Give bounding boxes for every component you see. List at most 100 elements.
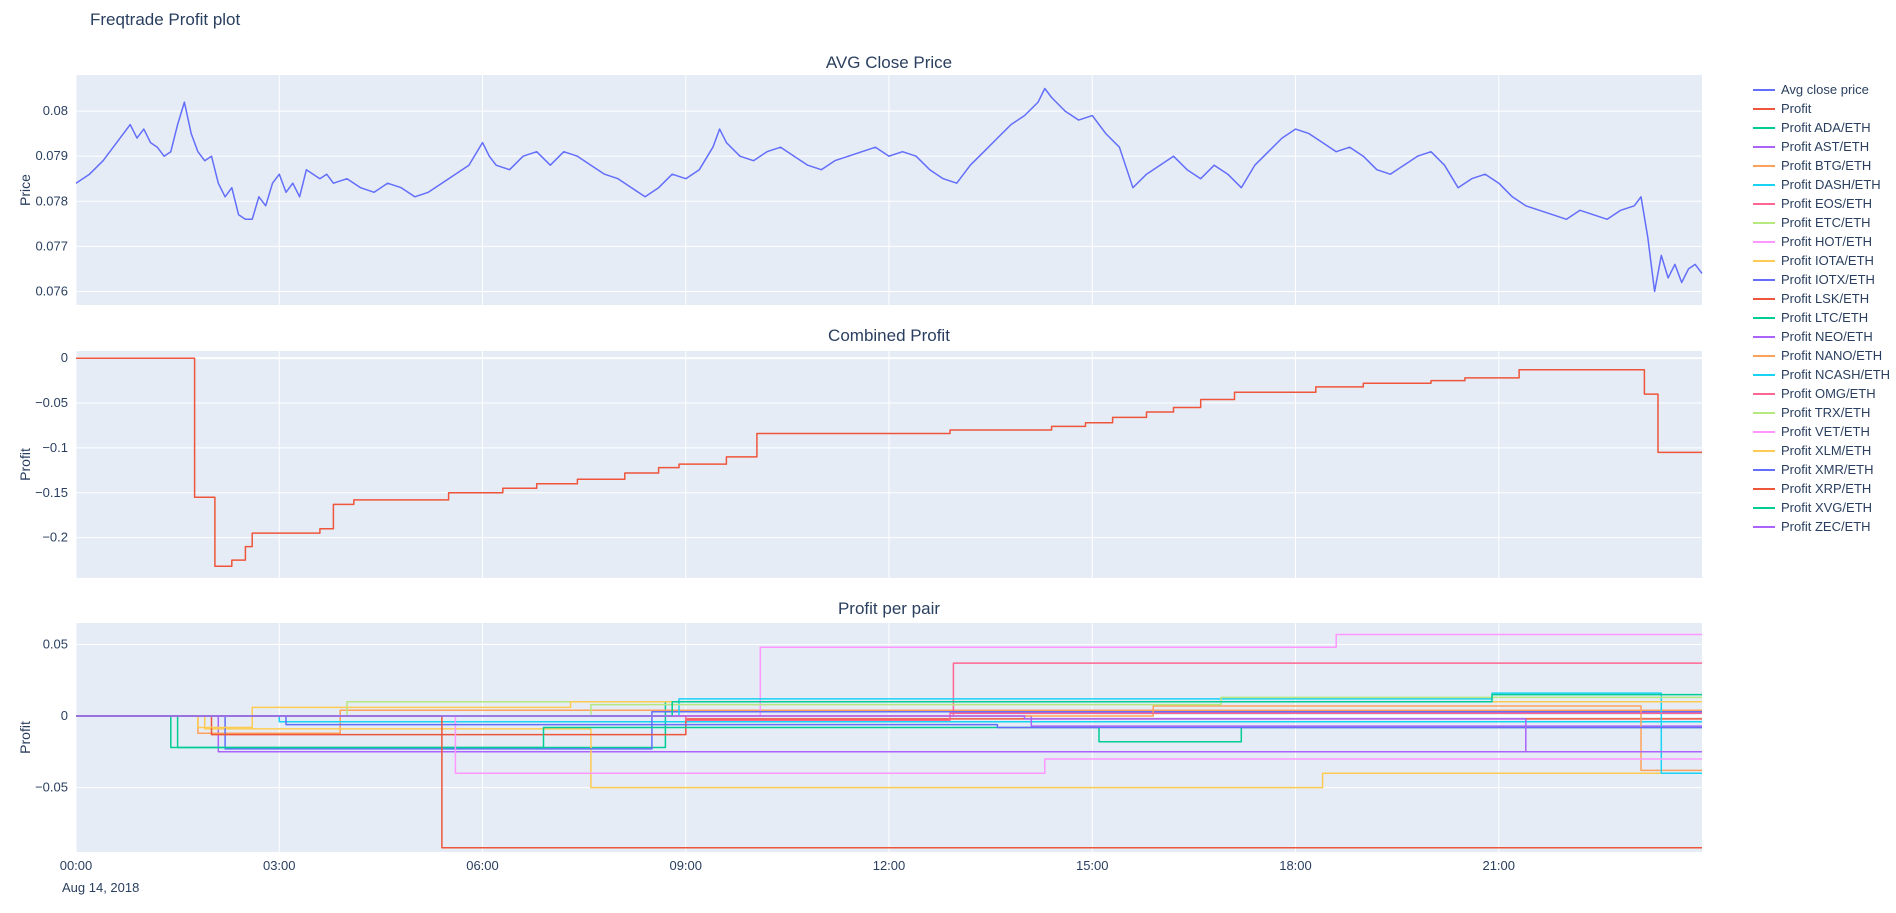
legend-swatch bbox=[1753, 525, 1775, 528]
legend-item-profit-eos-eth[interactable]: Profit EOS/ETH bbox=[1753, 194, 1890, 213]
legend-swatch bbox=[1753, 487, 1775, 490]
y-axis-title: Profit bbox=[17, 448, 33, 481]
legend-label: Profit ZEC/ETH bbox=[1781, 519, 1871, 534]
x-axis-date-label: Aug 14, 2018 bbox=[62, 880, 140, 895]
legend-label: Profit XMR/ETH bbox=[1781, 462, 1874, 477]
legend-label: Profit HOT/ETH bbox=[1781, 234, 1873, 249]
y-tick-label: 0.08 bbox=[43, 103, 68, 118]
y-tick-label: 0 bbox=[61, 708, 68, 723]
series-profit-ltc-eth[interactable] bbox=[76, 715, 1702, 749]
legend-label: Profit DASH/ETH bbox=[1781, 177, 1881, 192]
series-profit-iota-eth[interactable] bbox=[76, 715, 1702, 789]
legend: Avg close price Profit Profit ADA/ETH Profi… bbox=[1753, 80, 1890, 536]
legend-label: Profit LSK/ETH bbox=[1781, 291, 1870, 306]
legend-swatch bbox=[1753, 88, 1775, 91]
y-axis-title: Profit bbox=[17, 721, 33, 754]
legend-label: Avg close price bbox=[1781, 82, 1869, 97]
legend-item-profit-omg-eth[interactable]: Profit OMG/ETH bbox=[1753, 384, 1890, 403]
legend-label: Profit VET/ETH bbox=[1781, 424, 1870, 439]
y-tick-label: 0.076 bbox=[35, 283, 68, 298]
y-tick-label: −0.05 bbox=[35, 395, 68, 410]
legend-swatch bbox=[1753, 354, 1775, 357]
legend-item-profit[interactable]: Profit bbox=[1753, 99, 1890, 118]
profit-per-pair-plot[interactable]: 00:00 03:00 06:00 09:00 12:00 15:00 18:00 21:00… bbox=[0, 623, 1712, 879]
y-axis-title: Price bbox=[17, 174, 33, 206]
x-tick-label: 18:00 bbox=[1279, 858, 1312, 873]
legend-item-profit-ncash-eth[interactable]: Profit NCASH/ETH bbox=[1753, 365, 1890, 384]
legend-item-profit-vet-eth[interactable]: Profit VET/ETH bbox=[1753, 422, 1890, 441]
series-avg-close-price[interactable] bbox=[75, 87, 1703, 293]
legend-item-profit-xvg-eth[interactable]: Profit XVG/ETH bbox=[1753, 498, 1890, 517]
combined-profit-plot[interactable]: 0 −0.05 −0.1 −0.15 −0.2 Profit bbox=[0, 351, 1712, 581]
legend-swatch bbox=[1753, 164, 1775, 167]
legend-item-profit-iotx-eth[interactable]: Profit IOTX/ETH bbox=[1753, 270, 1890, 289]
legend-item-profit-etc-eth[interactable]: Profit ETC/ETH bbox=[1753, 213, 1890, 232]
y-tick-label: 0.079 bbox=[35, 148, 68, 163]
y-tick-label: 0.05 bbox=[43, 636, 68, 651]
legend-item-profit-nano-eth[interactable]: Profit NANO/ETH bbox=[1753, 346, 1890, 365]
x-tick-label: 15:00 bbox=[1076, 858, 1109, 873]
legend-item-profit-hot-eth[interactable]: Profit HOT/ETH bbox=[1753, 232, 1890, 251]
legend-swatch bbox=[1753, 221, 1775, 224]
legend-item-profit-xrp-eth[interactable]: Profit XRP/ETH bbox=[1753, 479, 1890, 498]
x-tick-label: 12:00 bbox=[873, 858, 906, 873]
legend-label: Profit NEO/ETH bbox=[1781, 329, 1873, 344]
legend-label: Profit LTC/ETH bbox=[1781, 310, 1869, 325]
page-title: Freqtrade Profit plot bbox=[90, 10, 241, 29]
legend-swatch bbox=[1753, 392, 1775, 395]
y-tick-label: 0.077 bbox=[35, 238, 68, 253]
panel-title-avg-close-price: AVG Close Price bbox=[825, 53, 953, 72]
legend-label: Profit OMG/ETH bbox=[1781, 386, 1876, 401]
panel-title-profit-per-pair: Profit per pair bbox=[837, 599, 941, 618]
legend-label: Profit XLM/ETH bbox=[1781, 443, 1872, 458]
legend-item-profit-iota-eth[interactable]: Profit IOTA/ETH bbox=[1753, 251, 1890, 270]
legend-swatch bbox=[1753, 126, 1775, 129]
legend-item-profit-dash-eth[interactable]: Profit DASH/ETH bbox=[1753, 175, 1890, 194]
legend-label: Profit ADA/ETH bbox=[1781, 120, 1871, 135]
legend-label: Profit NCASH/ETH bbox=[1781, 367, 1891, 382]
legend-label: Profit TRX/ETH bbox=[1781, 405, 1871, 420]
y-tick-label: −0.15 bbox=[35, 485, 68, 500]
legend-swatch bbox=[1753, 506, 1775, 509]
legend-item-profit-btg-eth[interactable]: Profit BTG/ETH bbox=[1753, 156, 1890, 175]
legend-item-avg-close-price[interactable]: Avg close price bbox=[1753, 80, 1890, 99]
legend-label: Profit BTG/ETH bbox=[1781, 158, 1872, 173]
y-tick-label: −0.2 bbox=[42, 530, 68, 545]
legend-swatch bbox=[1753, 411, 1775, 414]
legend-item-profit-ltc-eth[interactable]: Profit LTC/ETH bbox=[1753, 308, 1890, 327]
legend-label: Profit IOTA/ETH bbox=[1781, 253, 1874, 268]
legend-label: Profit AST/ETH bbox=[1781, 139, 1870, 154]
legend-swatch bbox=[1753, 449, 1775, 452]
legend-swatch bbox=[1753, 335, 1775, 338]
legend-swatch bbox=[1753, 278, 1775, 281]
legend-swatch bbox=[1753, 183, 1775, 186]
y-tick-label: 0 bbox=[61, 351, 68, 365]
legend-label: Profit XRP/ETH bbox=[1781, 481, 1872, 496]
legend-item-profit-zec-eth[interactable]: Profit ZEC/ETH bbox=[1753, 517, 1890, 536]
x-tick-label: 03:00 bbox=[263, 858, 296, 873]
y-tick-label: 0.078 bbox=[35, 193, 68, 208]
series-profit-xlm-eth[interactable] bbox=[76, 700, 1702, 729]
legend-swatch bbox=[1753, 145, 1775, 148]
legend-item-profit-neo-eth[interactable]: Profit NEO/ETH bbox=[1753, 327, 1890, 346]
legend-item-profit-trx-eth[interactable]: Profit TRX/ETH bbox=[1753, 403, 1890, 422]
series-profit-zec-eth[interactable] bbox=[76, 715, 1702, 753]
legend-item-profit-xmr-eth[interactable]: Profit XMR/ETH bbox=[1753, 460, 1890, 479]
legend-item-profit-xlm-eth[interactable]: Profit XLM/ETH bbox=[1753, 441, 1890, 460]
legend-item-profit-ada-eth[interactable]: Profit ADA/ETH bbox=[1753, 118, 1890, 137]
legend-swatch bbox=[1753, 430, 1775, 433]
legend-label: Profit IOTX/ETH bbox=[1781, 272, 1875, 287]
legend-item-profit-lsk-eth[interactable]: Profit LSK/ETH bbox=[1753, 289, 1890, 308]
x-tick-label: 09:00 bbox=[669, 858, 702, 873]
legend-swatch bbox=[1753, 316, 1775, 319]
panel-title-combined-profit: Combined Profit bbox=[828, 326, 950, 345]
legend-swatch bbox=[1753, 373, 1775, 376]
legend-swatch bbox=[1753, 107, 1775, 110]
legend-item-profit-ast-eth[interactable]: Profit AST/ETH bbox=[1753, 137, 1890, 156]
series-profit[interactable] bbox=[76, 357, 1702, 568]
avg-close-price-plot[interactable]: 0.076 0.077 0.078 0.079 0.08 Price bbox=[0, 75, 1712, 308]
x-tick-label: 21:00 bbox=[1482, 858, 1515, 873]
x-tick-label: 00:00 bbox=[60, 858, 93, 873]
x-tick-label: 06:00 bbox=[466, 858, 499, 873]
